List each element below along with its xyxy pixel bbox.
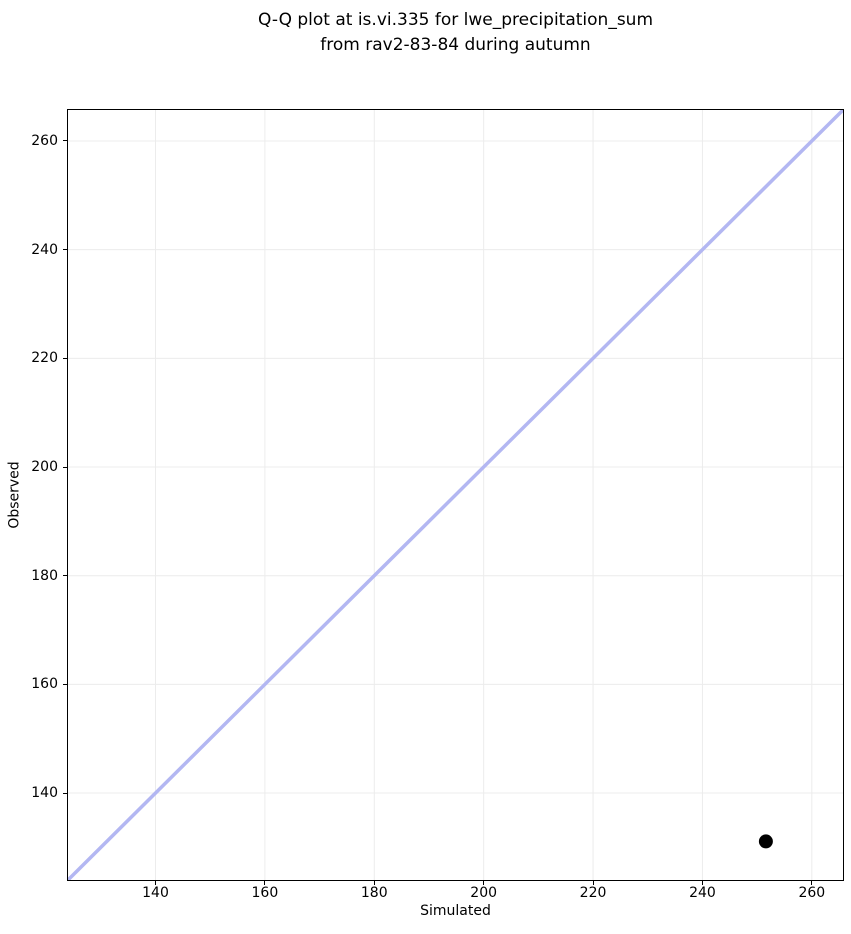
x-tick-mark — [373, 881, 375, 885]
y-tick-label: 220 — [31, 350, 58, 367]
x-tick-label: 140 — [142, 885, 169, 901]
chart-title: Q-Q plot at is.vi.335 for lwe_precipitat… — [67, 8, 844, 58]
y-tick-label: 180 — [31, 567, 58, 584]
x-tick-mark — [592, 881, 594, 885]
y-tick-mark — [63, 683, 67, 685]
plot-canvas — [68, 110, 843, 880]
y-tick-label: 140 — [31, 785, 58, 802]
x-tick-mark — [701, 881, 703, 885]
x-tick-label: 260 — [798, 885, 826, 901]
x-tick-mark — [811, 881, 813, 885]
x-tick-label: 160 — [251, 885, 279, 901]
y-tick-mark — [63, 249, 67, 251]
chart-title-line2: from rav2-83-84 during autumn — [320, 35, 591, 55]
x-tick-label: 220 — [579, 885, 607, 901]
x-tick-label: 240 — [689, 885, 716, 901]
x-tick-mark — [264, 881, 266, 885]
x-axis-label: Simulated — [420, 903, 491, 919]
y-tick-mark — [63, 575, 67, 577]
y-tick-label: 160 — [31, 676, 58, 693]
x-tick-mark — [483, 881, 485, 885]
x-tick-label: 200 — [470, 885, 498, 901]
y-tick-mark — [63, 140, 67, 142]
y-tick-mark — [63, 466, 67, 468]
y-tick-label: 260 — [31, 132, 58, 149]
identity-line — [68, 110, 843, 880]
y-tick-label: 240 — [31, 241, 58, 258]
y-tick-mark — [63, 357, 67, 359]
y-tick-mark — [63, 792, 67, 794]
x-tick-label: 180 — [360, 885, 388, 901]
x-tick-mark — [155, 881, 156, 885]
y-tick-label: 200 — [31, 459, 58, 475]
plot-area — [67, 109, 844, 881]
chart-title-line1: Q-Q plot at is.vi.335 for lwe_precipitat… — [257, 10, 654, 30]
data-point — [758, 834, 773, 849]
